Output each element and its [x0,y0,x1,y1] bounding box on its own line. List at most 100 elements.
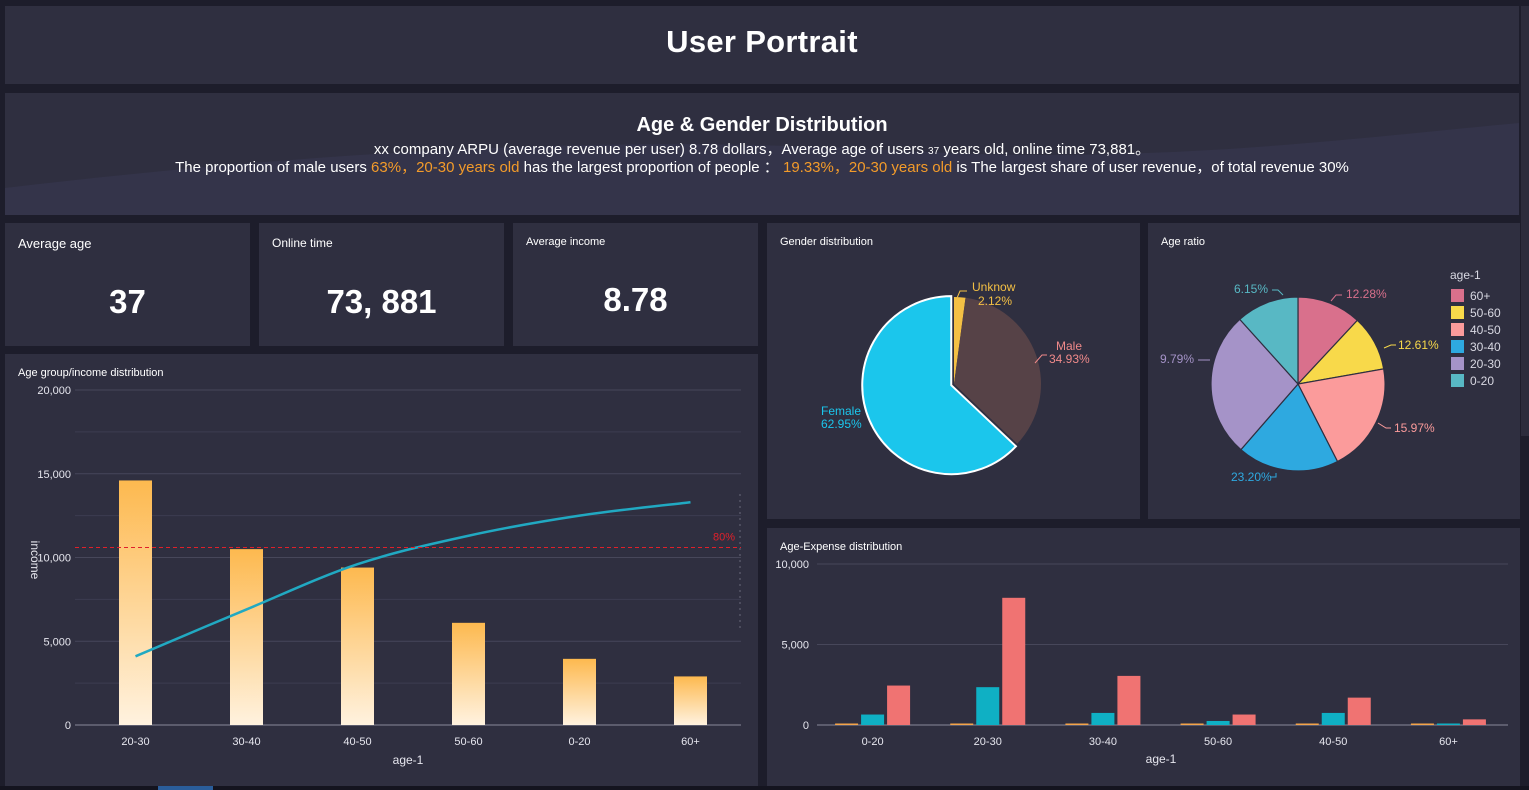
bar [452,622,485,725]
kpi-label: Online time [272,236,333,250]
pie-slice-30-40 [1240,382,1339,472]
pie-label: 9.79% [1160,352,1194,366]
x-tick-label: 60+ [1439,736,1458,748]
bar [1091,712,1115,725]
page-title: User Portrait [666,24,858,59]
kpi-average-income: Average income 8.78 [513,223,758,346]
kpi-value: 8.78 [603,281,668,318]
pie-slice-female [861,295,1018,476]
legend-swatch [1451,306,1464,319]
age-chart-panel: Age ratio 12.28% 12.61% 15.97% 23.20% 9.79% 6… [1148,223,1520,519]
legend-label: 60+ [1470,289,1490,303]
bar [1410,723,1434,725]
cumulative-line [135,500,691,658]
bottom-tab[interactable] [158,786,213,790]
legend-label: 40-50 [1470,323,1501,337]
summary-panel: Age & Gender Distribution xx company ARP… [5,93,1519,215]
expense-chart: 0 5,000 10,000 0-20 20-30 30-40 50-60 40-50 60+ a… [775,559,1508,766]
leader-line [1272,289,1284,296]
bar [1347,697,1371,725]
pie-slice-60plus [1297,296,1359,386]
chart-title: Age-Expense distribution [780,541,903,553]
bar [1180,723,1204,725]
x-axis-label: age-1 [393,753,424,767]
pie-slice-40-50 [1297,368,1386,463]
pie-slice-male [954,297,1041,444]
chart-title: Age ratio [1161,236,1206,248]
bottom-strip [0,786,1529,790]
bar [1065,723,1089,725]
bar [887,685,911,725]
income-chart-panel: Age group/income distribution 0 5,000 10,0… [5,354,758,786]
pie-label: 6.15% [1234,282,1268,296]
bar [119,480,152,725]
bar [341,567,374,725]
kpi-average-age: Average age 37 [5,223,250,346]
pie-label-name: Male [1056,339,1082,353]
leader-line [1377,422,1391,429]
pie-label: 23.20% [1231,470,1272,484]
bar [1117,675,1141,725]
leader-line [1383,344,1396,349]
y-tick-label: 20,000 [37,385,71,397]
pie-label: 12.61% [1398,338,1439,352]
bar [1232,714,1256,725]
bar [835,723,859,725]
summary-line-2: The proportion of male users 63%，20-30 y… [175,159,1349,176]
x-tick-label: 40-50 [1319,736,1347,748]
x-tick-label: 20-30 [121,736,149,748]
leader-line [1330,294,1342,302]
y-tick-label: 0 [65,720,71,732]
pie-label-name: Female [821,404,861,418]
y-tick-label: 10,000 [775,559,809,571]
bar [1002,597,1026,725]
scrollbar[interactable] [1521,6,1529,436]
legend-title: age-1 [1450,268,1481,282]
x-tick-label: 40-50 [343,736,371,748]
pie-label-name: Unknow [972,280,1016,294]
pie-label-value: 34.93% [1049,352,1090,366]
x-axis-label: age-1 [1146,752,1177,766]
y-tick-label: 0 [803,720,809,732]
bar [230,549,263,725]
title-bar: User Portrait [5,6,1519,84]
bar [1206,720,1230,725]
kpi-label: Average income [526,236,606,248]
age-pie-chart: 12.28% 12.61% 15.97% 23.20% 9.79% 6.15% age-1 6… [1160,268,1501,484]
legend-label: 0-20 [1470,374,1494,388]
x-tick-label: 30-40 [1089,736,1117,748]
pie-label-value: 2.12% [978,294,1012,308]
pie-label: 12.28% [1346,287,1387,301]
legend-swatch [1451,289,1464,302]
legend-swatch [1451,323,1464,336]
x-tick-label: 50-60 [1204,736,1232,748]
leader-line [1034,354,1047,364]
bar [1321,712,1345,725]
legend-swatch [1451,374,1464,387]
pie-label-value: 62.95% [821,417,862,431]
pie-slice-0-20 [1238,296,1299,386]
x-tick-label: 0-20 [568,736,590,748]
bar [976,687,1000,725]
income-chart: 0 5,000 10,000 15,000 20,000 20-30 30-40 40-50 5… [28,385,741,767]
y-tick-label: 15,000 [37,469,71,481]
x-tick-label: 50-60 [454,736,482,748]
legend-swatch [1451,340,1464,353]
chart-title: Age group/income distribution [18,367,164,379]
y-tick-label: 5,000 [781,640,809,652]
y-axis-label: income [28,541,42,580]
pie-label: 15.97% [1394,421,1435,435]
kpi-online-time: Online time 73, 881 [259,223,504,346]
y-tick-label: 10,000 [37,553,71,565]
x-tick-label: 20-30 [974,736,1002,748]
y-tick-label: 5,000 [43,636,71,648]
bar [1462,719,1486,725]
x-tick-label: 0-20 [862,736,884,748]
legend-label: 30-40 [1470,340,1501,354]
x-tick-label: 60+ [681,736,700,748]
pie-slice-20-30 [1210,318,1299,451]
leader-line [956,290,967,299]
gender-chart-panel: Gender distribution Unknow 2.12% Male 34.93… [767,223,1140,519]
summary-wave [5,123,1519,215]
